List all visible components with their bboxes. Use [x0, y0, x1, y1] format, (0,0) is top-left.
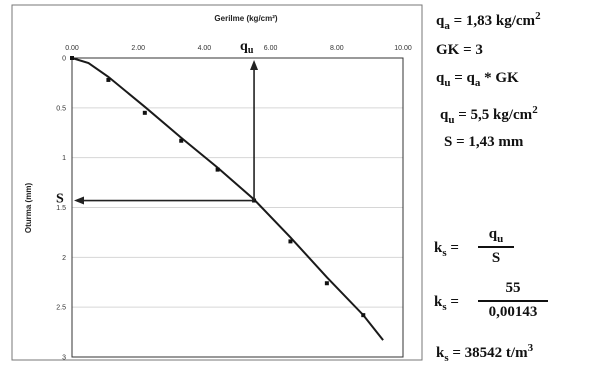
qu-annotation: qu — [240, 39, 254, 56]
formula-ks-result: ks = 38542 t/m3 — [436, 342, 534, 364]
data-point — [70, 56, 74, 60]
settlement-chart: Gerilme (kg/cm²) Oturma (mm) 0.00 2.00 4.0… — [11, 4, 423, 362]
x-tick-labels: 0.00 2.00 4.00 6.00 8.00 10.00 — [65, 45, 412, 52]
y-tick-label: 2 — [62, 255, 66, 262]
data-point — [361, 313, 366, 318]
x-tick-label: 10.00 — [394, 45, 412, 52]
gridlines — [72, 107, 403, 308]
formula-ks-calculation: ks = 55 0,00143 — [434, 280, 584, 330]
y-tick-label: 1 — [62, 155, 66, 162]
y-tick-labels: 0 0.5 1 1.5 2 2.5 3 — [56, 56, 66, 362]
qu-arrow-head — [250, 60, 259, 70]
data-point — [179, 138, 184, 143]
s-annotation: S — [56, 192, 64, 207]
y-tick-label: 1.5 — [56, 205, 66, 212]
y-tick-label: 2.5 — [56, 305, 66, 312]
data-point — [288, 239, 293, 244]
x-tick-label: 8.00 — [330, 45, 344, 52]
plot-area — [71, 57, 404, 358]
formula-ks-definition: ks = qu S — [434, 226, 554, 276]
data-point — [215, 167, 220, 172]
x-tick-label: 0.00 — [65, 45, 79, 52]
fit-curve — [71, 57, 384, 341]
y-axis-title: Oturma (mm) — [24, 183, 33, 234]
data-point — [142, 110, 147, 115]
s-arrow-head — [74, 196, 84, 205]
formula-qa: qa = 1,83 kg/cm2 — [436, 10, 541, 32]
y-tick-label: 3 — [62, 355, 66, 362]
chart-frame — [11, 4, 423, 361]
formula-s-value: S = 1,43 mm — [444, 134, 524, 150]
y-tick-label: 0.5 — [56, 105, 66, 112]
x-tick-label: 2.00 — [131, 45, 145, 52]
formula-qu-definition: qu = qa * GK — [436, 70, 519, 89]
formula-qu-value: qu = 5,5 kg/cm2 — [440, 104, 538, 126]
formula-panel: qa = 1,83 kg/cm2 GK = 3 qu = qa * GK qu … — [430, 0, 598, 367]
x-tick-label: 6.00 — [264, 45, 278, 52]
data-point — [324, 281, 329, 286]
y-tick-label: 0 — [62, 56, 66, 63]
formula-gk: GK = 3 — [436, 42, 483, 58]
x-axis-title: Gerilme (kg/cm²) — [214, 14, 277, 23]
x-tick-label: 4.00 — [198, 45, 212, 52]
data-point — [106, 77, 111, 82]
